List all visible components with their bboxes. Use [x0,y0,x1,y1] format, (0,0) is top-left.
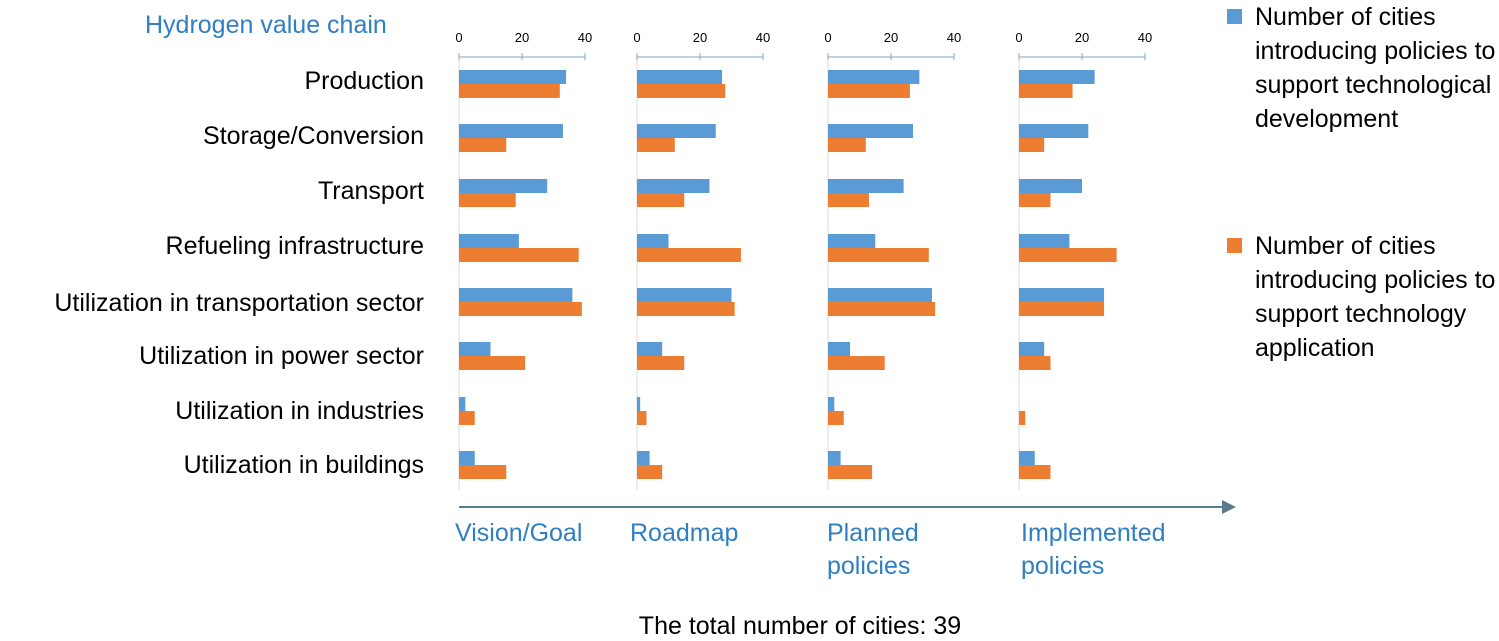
bar-vision-goal-application-3 [459,248,579,262]
bar-vision-goal-development-4 [459,288,573,302]
bar-roadmap-application-3 [637,248,741,262]
bar-planned-policies-development-4 [828,288,932,302]
bar-implemented-policies-development-5 [1019,342,1045,356]
category-label-transport: Transport [317,177,424,205]
bar-roadmap-application-4 [637,302,735,316]
value-chain-header: Hydrogen value chain [145,11,387,39]
footer-total-cities: The total number of cities: 39 [638,612,962,640]
bar-planned-policies-application-3 [828,248,929,262]
bar-planned-policies-application-4 [828,302,936,316]
category-label-refueling-infrastructure: Refueling infrastructure [165,232,424,260]
bar-roadmap-application-6 [637,411,647,425]
bar-implemented-policies-application-5 [1019,356,1051,370]
tick-label-implemented-policies-0: 0 [1015,30,1022,45]
bar-roadmap-application-7 [637,465,663,479]
tick-label-roadmap-0: 0 [633,30,640,45]
tick-label-planned-policies-40: 40 [947,30,961,45]
tick-label-planned-policies-0: 0 [824,30,831,45]
bar-vision-goal-development-0 [459,70,567,84]
bar-planned-policies-application-6 [828,411,844,425]
bar-vision-goal-development-1 [459,124,563,138]
bar-roadmap-application-0 [637,84,726,98]
stage-label-implemented-policies: Implemented policies [1021,519,1166,580]
bar-roadmap-application-2 [637,193,685,207]
bar-roadmap-development-4 [637,288,732,302]
bar-roadmap-application-1 [637,138,675,152]
bar-implemented-policies-development-0 [1019,70,1095,84]
bar-vision-goal-development-3 [459,234,519,248]
bar-implemented-policies-development-3 [1019,234,1070,248]
stage-label-vision-goal: Vision/Goal [455,519,583,547]
category-label-industries: Utilization in industries [175,397,424,425]
tick-label-implemented-policies-40: 40 [1138,30,1152,45]
bar-implemented-policies-development-7 [1019,451,1035,465]
tick-label-implemented-policies-20: 20 [1075,30,1089,45]
tick-label-roadmap-20: 20 [693,30,707,45]
bar-planned-policies-development-7 [828,451,841,465]
bar-planned-policies-development-5 [828,342,851,356]
bar-vision-goal-application-0 [459,84,560,98]
legend-label-technology-application: Number of cities introducing policies to… [1255,232,1496,362]
bar-vision-goal-application-7 [459,465,507,479]
bar-roadmap-development-3 [637,234,669,248]
tick-label-vision-goal-0: 0 [455,30,462,45]
bar-roadmap-development-0 [637,70,723,84]
bar-vision-goal-application-5 [459,356,526,370]
bar-planned-policies-application-7 [828,465,873,479]
bar-vision-goal-application-6 [459,411,475,425]
bar-planned-policies-development-0 [828,70,920,84]
progression-arrow-head [1222,500,1236,514]
bar-roadmap-development-6 [637,397,641,411]
bar-implemented-policies-application-1 [1019,138,1045,152]
bar-implemented-policies-application-6 [1019,411,1026,425]
tick-label-roadmap-40: 40 [756,30,770,45]
stage-label-planned-policies: Planned policies [827,519,919,580]
stage-label-roadmap: Roadmap [630,519,739,547]
bar-planned-policies-application-2 [828,193,869,207]
tick-label-planned-policies-20: 20 [884,30,898,45]
bar-vision-goal-application-4 [459,302,582,316]
category-label-power-sector: Utilization in power sector [139,342,424,370]
tick-label-vision-goal-40: 40 [578,30,592,45]
category-label-production: Production [304,67,424,95]
bar-planned-policies-application-1 [828,138,866,152]
tick-label-vision-goal-20: 20 [515,30,529,45]
bar-planned-policies-development-2 [828,179,904,193]
legend-label-technological-development: Number of cities introducing policies to… [1255,3,1496,133]
bar-implemented-policies-development-2 [1019,179,1082,193]
bar-vision-goal-development-6 [459,397,466,411]
category-label-storage-conversion: Storage/Conversion [203,122,424,150]
bar-planned-policies-application-5 [828,356,885,370]
bar-roadmap-application-5 [637,356,685,370]
bar-vision-goal-application-2 [459,193,516,207]
bar-implemented-policies-application-4 [1019,302,1105,316]
legend-swatch-blue [1227,9,1242,24]
bar-planned-policies-development-6 [828,397,835,411]
bar-vision-goal-development-2 [459,179,548,193]
bar-planned-policies-development-3 [828,234,876,248]
bar-roadmap-development-2 [637,179,710,193]
bar-implemented-policies-application-0 [1019,84,1073,98]
bar-vision-goal-application-1 [459,138,507,152]
bar-planned-policies-development-1 [828,124,914,138]
bar-implemented-policies-development-1 [1019,124,1089,138]
bar-roadmap-development-7 [637,451,650,465]
bar-implemented-policies-development-4 [1019,288,1105,302]
bar-implemented-policies-application-2 [1019,193,1051,207]
bar-roadmap-development-5 [637,342,663,356]
category-label-buildings: Utilization in buildings [183,451,424,479]
bar-implemented-policies-application-7 [1019,465,1051,479]
bar-planned-policies-application-0 [828,84,910,98]
legend-swatch-orange [1227,238,1242,253]
bar-vision-goal-development-5 [459,342,491,356]
bar-vision-goal-development-7 [459,451,475,465]
bar-implemented-policies-application-3 [1019,248,1117,262]
bar-roadmap-development-1 [637,124,716,138]
category-label-transportation-sector: Utilization in transportation sector [54,289,424,317]
